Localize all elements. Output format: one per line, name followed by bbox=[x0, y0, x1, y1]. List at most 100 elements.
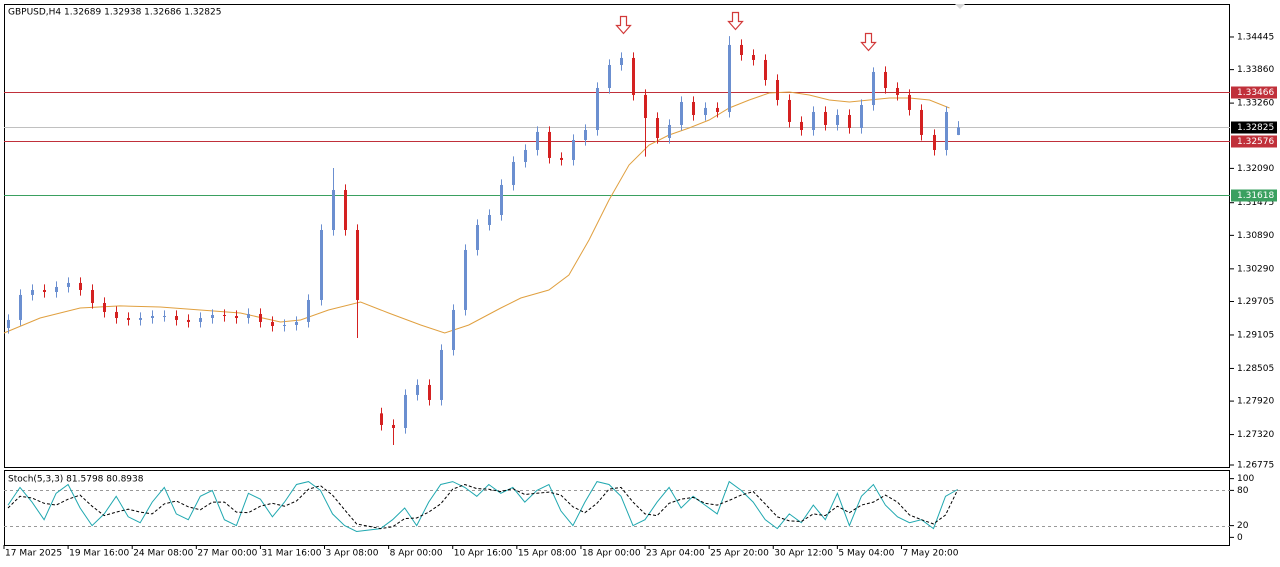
candle-body bbox=[91, 289, 94, 303]
candle-body bbox=[788, 99, 791, 122]
x-tick-label: 31 Mar 16:00 bbox=[261, 549, 321, 559]
candle-body bbox=[656, 118, 659, 138]
stoch-line bbox=[7, 480, 958, 533]
x-tick-label: 19 Mar 16:00 bbox=[69, 549, 129, 559]
candle-body bbox=[187, 319, 190, 322]
y-tick-label: 0 bbox=[1237, 533, 1243, 543]
candle-body bbox=[716, 107, 719, 112]
y-tick-label: 1.27920 bbox=[1237, 397, 1274, 407]
main-panel-border bbox=[4, 4, 1230, 468]
candle-body bbox=[283, 324, 286, 326]
candle-body bbox=[115, 311, 118, 319]
shift-marker bbox=[955, 4, 965, 9]
candle-body bbox=[584, 130, 587, 140]
candle-body bbox=[320, 230, 323, 300]
candle-body bbox=[247, 313, 250, 319]
level-tag bbox=[1231, 189, 1277, 202]
candle-body bbox=[824, 111, 827, 125]
candle-body bbox=[392, 424, 395, 428]
x-tick-label: 8 Apr 00:00 bbox=[390, 549, 443, 559]
candle-body bbox=[307, 299, 310, 322]
candle-body bbox=[945, 111, 948, 150]
candle-body bbox=[332, 189, 335, 231]
y-tick-label: 1.31475 bbox=[1237, 198, 1274, 208]
candle-body bbox=[860, 105, 863, 128]
candle-body bbox=[884, 71, 887, 88]
candle-body bbox=[872, 71, 875, 106]
candle-body bbox=[836, 114, 839, 125]
candle-body bbox=[668, 124, 671, 138]
candle-body bbox=[67, 282, 70, 287]
candle-body bbox=[560, 157, 563, 160]
candle-body bbox=[728, 44, 731, 112]
candle-body bbox=[175, 315, 178, 320]
candle-body bbox=[476, 224, 479, 250]
x-tick-label: 17 Mar 2025 bbox=[5, 549, 62, 559]
x-tick-label: 27 Mar 00:00 bbox=[197, 549, 257, 559]
candle-body bbox=[812, 111, 815, 131]
peak-arrow bbox=[615, 15, 632, 35]
candle-body bbox=[199, 318, 202, 322]
y-tick-label: 80 bbox=[1237, 486, 1249, 496]
candle-body bbox=[295, 321, 298, 325]
y-tick-label: 1.34445 bbox=[1237, 32, 1274, 42]
candle-body bbox=[344, 189, 347, 231]
candle-body bbox=[896, 87, 899, 95]
level-tag bbox=[1231, 121, 1277, 134]
peak-arrow bbox=[860, 32, 877, 52]
candle-body bbox=[848, 114, 851, 128]
level-label: 1.31618 bbox=[1237, 191, 1274, 201]
candle-body bbox=[428, 384, 431, 400]
y-tick-label: 1.28505 bbox=[1237, 364, 1274, 374]
y-tick-label: 1.30290 bbox=[1237, 264, 1274, 274]
candle-body bbox=[752, 55, 755, 60]
y-tick-label: 1.33860 bbox=[1237, 65, 1274, 75]
indicator-title: Stoch(5,3,3) 81.5798 80.8938 bbox=[8, 475, 144, 485]
candle-body bbox=[404, 394, 407, 428]
candle-body bbox=[31, 289, 34, 295]
candle-body bbox=[933, 134, 936, 150]
candle-body bbox=[908, 94, 911, 110]
level-label: 1.32825 bbox=[1237, 123, 1274, 133]
x-tick-label: 7 May 20:00 bbox=[902, 549, 958, 559]
y-tick-label: 1.27320 bbox=[1237, 430, 1274, 440]
candle-body bbox=[7, 319, 10, 328]
candle-body bbox=[740, 44, 743, 56]
candle-body bbox=[548, 131, 551, 158]
candle-body bbox=[139, 318, 142, 320]
level-label: 1.33466 bbox=[1237, 88, 1274, 98]
x-tick-label: 3 Apr 08:00 bbox=[326, 549, 379, 559]
x-tick-label: 24 Mar 08:00 bbox=[133, 549, 193, 559]
y-tick-label: 1.30890 bbox=[1237, 231, 1274, 241]
candle-body bbox=[19, 294, 22, 320]
candle-body bbox=[572, 139, 575, 160]
candle-body bbox=[680, 101, 683, 125]
level-tag bbox=[1231, 135, 1277, 148]
stoch-panel-border bbox=[4, 470, 1230, 546]
candle-body bbox=[536, 131, 539, 150]
y-tick-label: 1.29705 bbox=[1237, 297, 1274, 307]
x-tick-label: 18 Apr 00:00 bbox=[582, 549, 641, 559]
candle-body bbox=[704, 107, 707, 115]
x-tick-label: 25 Apr 20:00 bbox=[710, 549, 769, 559]
candle-body bbox=[380, 413, 383, 425]
level-label: 1.32576 bbox=[1237, 137, 1274, 147]
candle-body bbox=[127, 318, 130, 320]
y-tick-label: 1.29105 bbox=[1237, 330, 1274, 340]
level-tag bbox=[1231, 86, 1277, 99]
candle-body bbox=[632, 57, 635, 95]
y-tick-label: 1.32090 bbox=[1237, 164, 1274, 174]
stoch-line bbox=[7, 483, 959, 530]
candle-body bbox=[920, 109, 923, 135]
y-tick-label: 1.33260 bbox=[1237, 99, 1274, 109]
candle-body bbox=[43, 289, 46, 292]
candle-body bbox=[211, 314, 214, 319]
candle-body bbox=[55, 286, 58, 292]
candle-body bbox=[271, 321, 274, 326]
candle-body bbox=[776, 80, 779, 100]
candle-body bbox=[512, 161, 515, 185]
candle-body bbox=[452, 309, 455, 350]
